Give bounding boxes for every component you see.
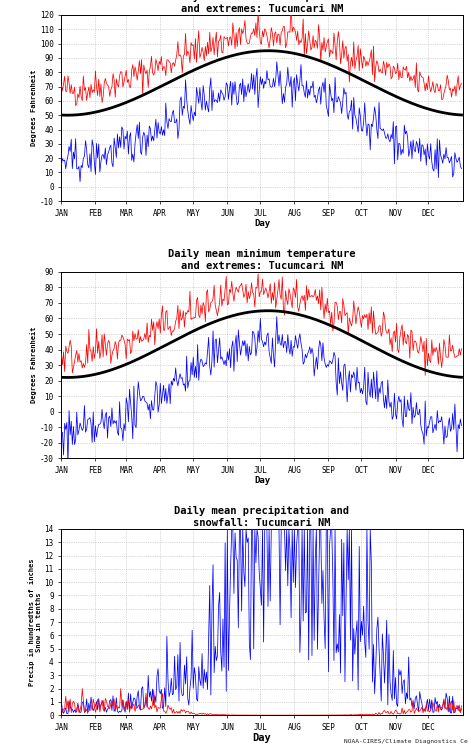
Title: Daily mean precipitation and
snowfall: Tucumcari NM: Daily mean precipitation and snowfall: T… <box>175 506 349 528</box>
Y-axis label: Degrees Fahrenheit: Degrees Fahrenheit <box>30 70 37 146</box>
X-axis label: Day: Day <box>253 733 271 744</box>
Title: Daily mean minimum temperature
and extremes: Tucumcari NM: Daily mean minimum temperature and extre… <box>168 249 356 271</box>
Title: Daily mean maximum temperature
and extremes: Tucumcari NM: Daily mean maximum temperature and extre… <box>168 0 356 14</box>
X-axis label: Day: Day <box>254 476 270 485</box>
Text: NOAA-CIRES/Climate Diagnostics Ce: NOAA-CIRES/Climate Diagnostics Ce <box>344 739 467 744</box>
X-axis label: Day: Day <box>254 219 270 228</box>
Y-axis label: Precip in hundredths of inches
Snow in tenths: Precip in hundredths of inches Snow in t… <box>28 558 42 686</box>
Y-axis label: Degrees Fahrenheit: Degrees Fahrenheit <box>30 327 37 403</box>
